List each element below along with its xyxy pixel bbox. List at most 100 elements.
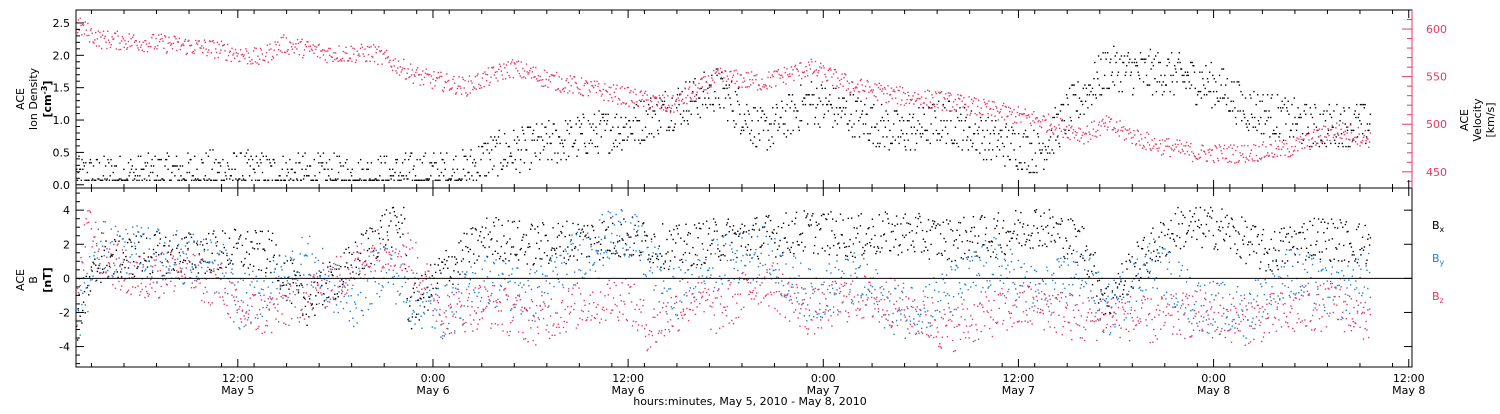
density-point (1125, 71, 1127, 73)
velocity-point (1248, 155, 1251, 157)
by-point (328, 281, 331, 283)
bx-point (469, 248, 471, 251)
by-point (216, 252, 219, 254)
density-point (1039, 149, 1041, 151)
velocity-point (935, 92, 937, 95)
by-point (166, 252, 168, 254)
velocity-point (227, 54, 230, 57)
velocity-point (753, 75, 755, 77)
density-point (1195, 103, 1197, 106)
velocity-point (384, 51, 386, 53)
density-point (395, 158, 397, 161)
bx-point (1211, 210, 1214, 212)
velocity-point (662, 94, 664, 96)
bx-point (166, 260, 168, 262)
velocity-point (471, 82, 473, 84)
velocity-point (828, 68, 830, 70)
bx-point (439, 269, 441, 272)
velocity-point (791, 73, 793, 75)
bx-point (857, 232, 859, 235)
bx-point (924, 241, 926, 243)
density-point (181, 179, 183, 181)
velocity-point (523, 70, 526, 72)
velocity-point (353, 48, 356, 50)
density-point (976, 129, 979, 132)
bx-point (1109, 312, 1112, 315)
bx-point (435, 271, 437, 274)
bx-point (832, 218, 834, 220)
velocity-point (985, 106, 988, 108)
density-point (1119, 58, 1121, 60)
density-point (219, 162, 221, 164)
density-point (162, 179, 165, 181)
density-point (669, 126, 671, 128)
by-point (188, 241, 190, 243)
bx-point (839, 213, 842, 215)
bx-point (1288, 241, 1290, 243)
density-point (111, 165, 113, 167)
velocity-point (854, 87, 856, 89)
velocity-point (905, 102, 907, 105)
density-point (701, 103, 704, 106)
density-point (484, 175, 486, 177)
density-point (1356, 136, 1359, 138)
bx-point (845, 246, 848, 248)
bx-point (1223, 238, 1225, 241)
bx-point (832, 244, 835, 247)
velocity-point (291, 48, 294, 50)
velocity-point (181, 44, 183, 46)
velocity-point (282, 36, 284, 39)
velocity-point (1209, 148, 1211, 150)
velocity-point (258, 63, 260, 65)
bx-point (780, 255, 782, 257)
density-point (1012, 129, 1014, 132)
density-point (1238, 84, 1241, 86)
density-point (490, 136, 492, 138)
density-point (712, 103, 714, 106)
by-point (259, 313, 262, 315)
density-point (1191, 61, 1193, 64)
density-point (330, 179, 332, 181)
bx-point (1338, 243, 1340, 245)
density-point (1344, 123, 1346, 125)
velocity-point (322, 49, 324, 51)
bx-point (1131, 256, 1133, 258)
density-point (301, 168, 303, 170)
density-point (679, 113, 682, 115)
density-point (867, 139, 870, 141)
density-point (1305, 103, 1308, 106)
velocity-point (763, 86, 766, 88)
bx-point (911, 230, 913, 232)
density-point (723, 107, 725, 109)
bx-point (666, 238, 668, 241)
velocity-point (1078, 140, 1081, 142)
bx-point (539, 258, 541, 260)
density-point (784, 110, 787, 112)
velocity-point (1000, 108, 1002, 110)
by-point (192, 233, 194, 236)
bx-point (1359, 249, 1361, 251)
velocity-point (185, 53, 187, 56)
velocity-point (585, 80, 587, 82)
bx-point (232, 263, 234, 265)
bx-point (314, 314, 316, 316)
density-point (1292, 123, 1294, 125)
density-point (1360, 123, 1362, 125)
density-point (1253, 90, 1255, 93)
density-point (286, 175, 288, 177)
velocity-point (933, 103, 935, 105)
velocity-point (954, 98, 956, 101)
bx-point (1215, 243, 1217, 245)
density-point (698, 97, 700, 99)
bx-point (1339, 219, 1341, 221)
by-point (174, 259, 176, 261)
bx-point (642, 223, 644, 225)
bx-point (408, 320, 410, 322)
density-point (1196, 103, 1198, 106)
bx-point (480, 241, 483, 243)
density-point (1282, 107, 1284, 109)
velocity-point (276, 54, 278, 56)
density-point (783, 133, 785, 135)
bx-point (609, 250, 611, 252)
velocity-point (864, 85, 867, 88)
